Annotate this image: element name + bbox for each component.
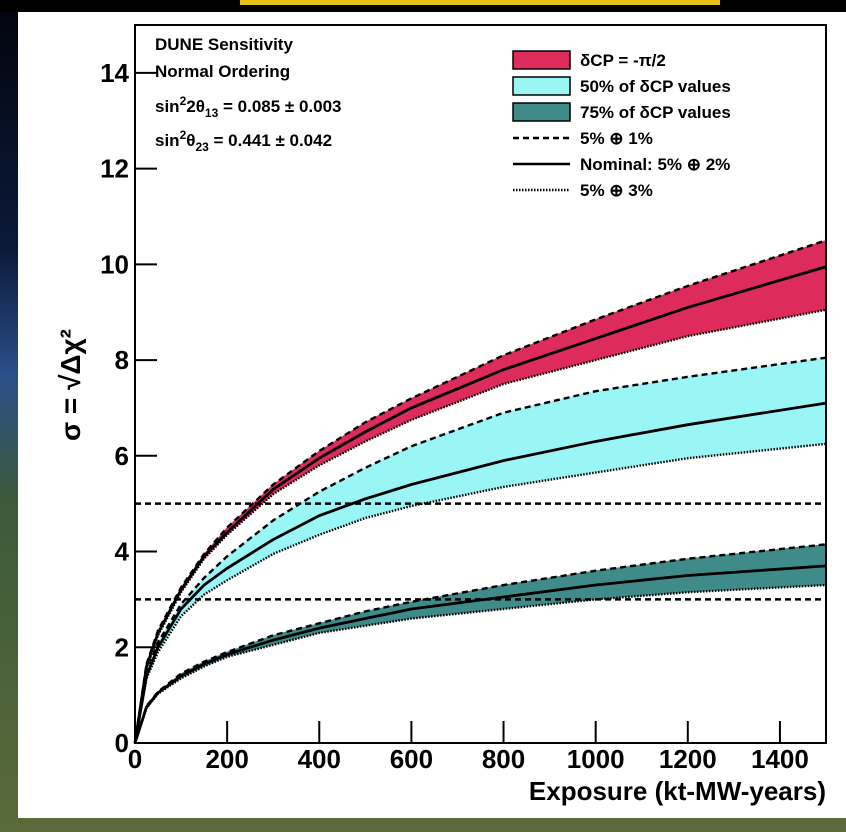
annotation: sin2θ23 = 0.441 ± 0.042 xyxy=(155,128,332,154)
legend-label: 75% of δCP values xyxy=(580,103,731,122)
annotation-part: 23 xyxy=(195,140,209,154)
legend-swatch xyxy=(512,102,571,122)
y-tick-label: 6 xyxy=(115,441,129,471)
annotation-part: DUNE Sensitivity xyxy=(155,35,293,54)
annotation-part: 13 xyxy=(205,106,219,120)
annotation-part: = 0.085 ± 0.003 xyxy=(218,97,341,116)
curve xyxy=(133,356,827,744)
annotation-part: 2 xyxy=(180,94,187,108)
annotation-part: sin xyxy=(155,131,180,150)
annotation: sin22θ13 = 0.085 ± 0.003 xyxy=(155,94,342,120)
y-tick-label: 10 xyxy=(100,249,129,279)
legend-label: δCP = -π/2 xyxy=(580,51,666,70)
y-tick-label: 14 xyxy=(100,58,129,88)
legend-label: Nominal: 5% ⊕ 2% xyxy=(580,155,730,174)
x-tick-label: 200 xyxy=(205,744,248,774)
curve xyxy=(133,442,827,744)
annotation: Normal Ordering xyxy=(155,62,290,81)
y-tick-label: 4 xyxy=(115,537,130,567)
x-tick-label: 1400 xyxy=(751,744,809,774)
annotation-part: sin xyxy=(155,97,180,116)
x-tick-label: 800 xyxy=(482,744,525,774)
curve xyxy=(133,583,827,744)
curve xyxy=(133,308,827,744)
annotation-part: Normal Ordering xyxy=(155,62,290,81)
annotation: DUNE Sensitivity xyxy=(155,35,293,54)
legend-label: 5% ⊕ 3% xyxy=(580,181,653,200)
band-segment xyxy=(595,376,689,473)
x-tick-label: 600 xyxy=(390,744,433,774)
x-tick-label: 0 xyxy=(128,744,142,774)
y-tick-label: 2 xyxy=(115,632,129,662)
x-axis-label: Exposure (kt-MW-years) xyxy=(529,776,826,806)
y-tick-label: 12 xyxy=(100,154,129,184)
annotation-part: 2θ xyxy=(186,97,205,116)
plot-frame xyxy=(134,24,827,744)
curve xyxy=(133,401,827,744)
legend-label: 5% ⊕ 1% xyxy=(580,129,653,148)
annotation-part: = 0.441 ± 0.042 xyxy=(209,131,332,150)
x-tick-label: 400 xyxy=(298,744,341,774)
title-fragment xyxy=(240,0,720,5)
legend-swatch xyxy=(512,76,571,96)
annotation-part: 2 xyxy=(180,128,187,142)
x-tick-label: 1000 xyxy=(567,744,625,774)
y-tick-label: 8 xyxy=(115,345,129,375)
legend-swatch xyxy=(512,50,571,70)
x-tick-label: 1200 xyxy=(659,744,717,774)
annotation-part: θ xyxy=(186,131,195,150)
y-tick-label: 0 xyxy=(115,728,129,758)
y-axis-label: σ = √Δχ² xyxy=(55,329,86,441)
legend-label: 50% of δCP values xyxy=(580,77,731,96)
